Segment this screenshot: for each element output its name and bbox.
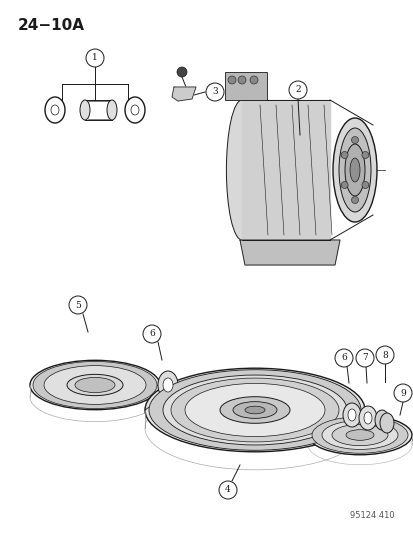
Circle shape (142, 325, 161, 343)
Ellipse shape (145, 368, 364, 452)
Ellipse shape (332, 118, 376, 222)
Text: 6: 6 (340, 353, 346, 362)
Polygon shape (242, 100, 329, 240)
Ellipse shape (331, 424, 387, 446)
Circle shape (288, 81, 306, 99)
Ellipse shape (158, 371, 178, 399)
Ellipse shape (338, 128, 370, 212)
Text: 8: 8 (381, 351, 387, 359)
Text: 24−10A: 24−10A (18, 18, 85, 33)
Ellipse shape (349, 158, 359, 182)
Text: 6: 6 (149, 329, 154, 338)
Circle shape (334, 349, 352, 367)
Circle shape (340, 182, 347, 189)
Ellipse shape (33, 361, 157, 409)
Ellipse shape (80, 100, 90, 120)
Ellipse shape (412, 435, 413, 445)
Ellipse shape (307, 415, 411, 455)
Polygon shape (171, 87, 195, 101)
Ellipse shape (163, 375, 346, 445)
Ellipse shape (107, 100, 117, 120)
Ellipse shape (75, 377, 115, 393)
Text: 2: 2 (294, 85, 300, 94)
Polygon shape (240, 240, 339, 265)
Ellipse shape (67, 374, 123, 395)
Text: 95124 410: 95124 410 (349, 511, 394, 520)
Circle shape (237, 76, 245, 84)
Ellipse shape (226, 100, 257, 240)
Circle shape (361, 151, 368, 158)
Circle shape (249, 76, 257, 84)
Ellipse shape (149, 370, 360, 450)
Ellipse shape (30, 360, 159, 410)
Ellipse shape (374, 410, 388, 430)
Ellipse shape (163, 378, 173, 392)
Ellipse shape (44, 366, 146, 405)
Text: 3: 3 (212, 87, 217, 96)
Ellipse shape (345, 430, 373, 440)
Circle shape (86, 49, 104, 67)
Ellipse shape (342, 403, 360, 427)
Ellipse shape (358, 406, 376, 430)
Circle shape (218, 481, 236, 499)
Circle shape (177, 67, 187, 77)
Ellipse shape (347, 409, 355, 421)
Ellipse shape (344, 144, 364, 196)
Circle shape (361, 182, 368, 189)
Circle shape (351, 136, 358, 143)
Circle shape (393, 384, 411, 402)
Circle shape (69, 296, 87, 314)
Ellipse shape (363, 412, 371, 424)
Text: 4: 4 (225, 486, 230, 495)
Ellipse shape (219, 397, 289, 423)
Circle shape (206, 83, 223, 101)
Ellipse shape (311, 417, 407, 453)
Text: 5: 5 (75, 301, 81, 310)
Circle shape (351, 197, 358, 204)
Ellipse shape (233, 402, 276, 418)
Text: 7: 7 (361, 353, 367, 362)
Circle shape (340, 151, 347, 158)
Ellipse shape (321, 421, 397, 449)
Circle shape (355, 349, 373, 367)
Circle shape (228, 76, 235, 84)
Ellipse shape (171, 378, 338, 442)
FancyBboxPatch shape (224, 72, 266, 100)
Ellipse shape (379, 413, 393, 433)
Text: 9: 9 (399, 389, 405, 398)
Circle shape (375, 346, 393, 364)
Text: 1: 1 (92, 53, 97, 62)
Ellipse shape (244, 406, 264, 414)
Ellipse shape (185, 383, 324, 437)
